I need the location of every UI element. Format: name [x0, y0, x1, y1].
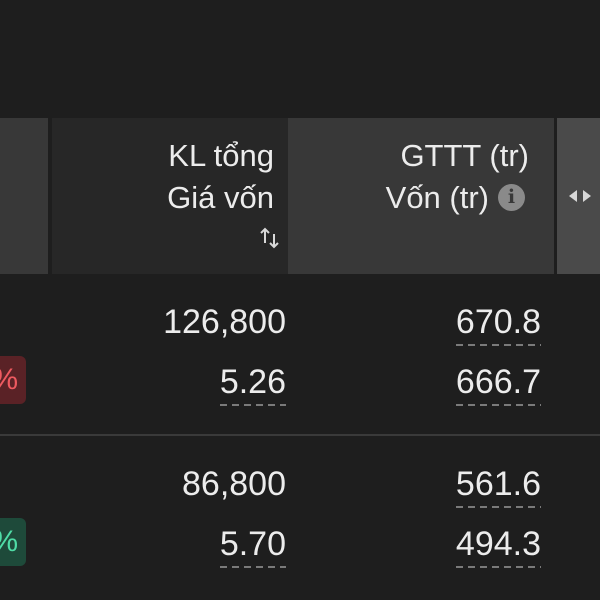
sort-icon[interactable]: [259, 226, 281, 250]
info-icon[interactable]: i: [498, 184, 525, 211]
kl-tong-value: 86,800: [182, 465, 286, 503]
header-gia-von-label: Giá vốn: [167, 180, 274, 215]
left-right-arrows-icon[interactable]: [567, 187, 593, 205]
von-value[interactable]: 666.7: [455, 362, 541, 406]
gttt-value[interactable]: 561.6: [455, 464, 541, 508]
header-von-label: Vốn (tr): [385, 180, 489, 215]
gia-von-value[interactable]: 5.26: [219, 362, 286, 406]
header-kl-column[interactable]: KL tổng Giá vốn: [52, 118, 288, 274]
gttt-value[interactable]: 670.8: [455, 302, 541, 346]
header-kl-tong-label: KL tổng: [168, 138, 274, 173]
row-divider: [0, 434, 600, 436]
header-gttt-column: GTTT (tr) Vốn (tr): [288, 118, 554, 274]
change-percent-badge: %: [0, 356, 26, 404]
column-toggle[interactable]: [557, 118, 600, 274]
table-header: KL tổng Giá vốn GTTT (tr) Vốn (tr): [0, 118, 600, 274]
gia-von-value[interactable]: 5.70: [219, 524, 286, 568]
header-gttt-label: GTTT (tr): [400, 138, 529, 173]
change-percent-badge: %: [0, 518, 26, 566]
kl-tong-value: 126,800: [163, 303, 286, 341]
von-value[interactable]: 494.3: [455, 524, 541, 568]
header-left-column: [0, 118, 48, 274]
